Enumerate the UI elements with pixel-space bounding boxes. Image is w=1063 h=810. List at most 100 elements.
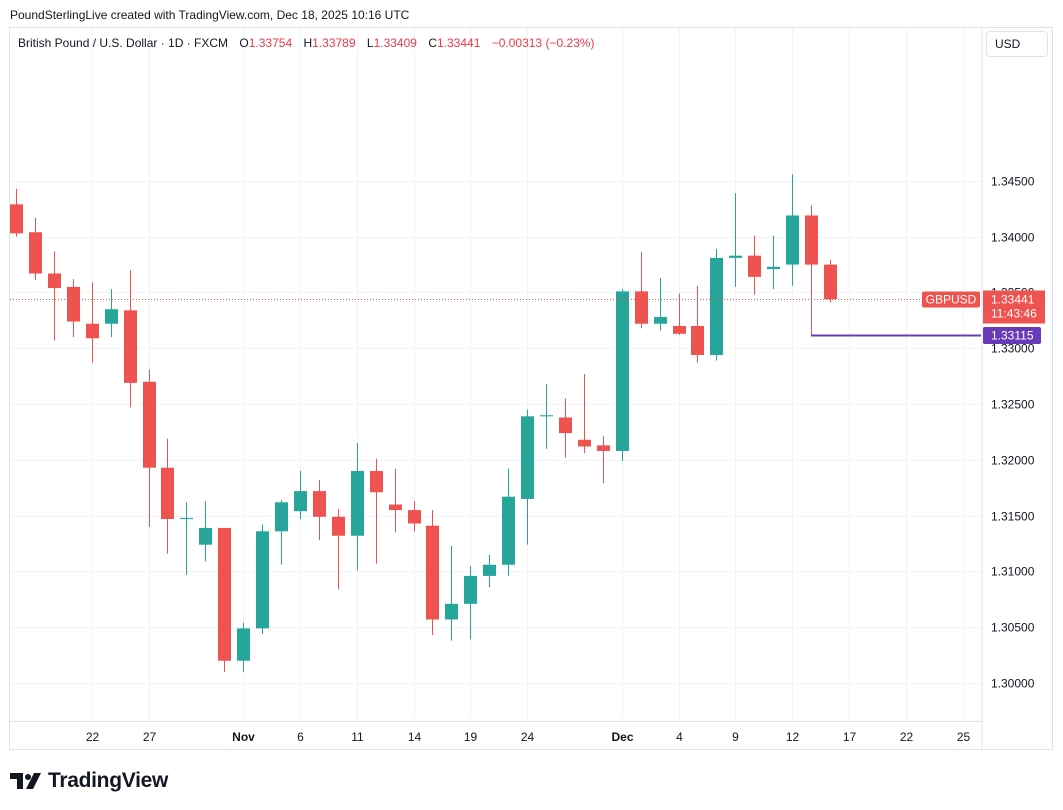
candle-body[interactable]: [161, 467, 174, 520]
candle-body[interactable]: [351, 471, 364, 536]
candle-body[interactable]: [521, 416, 534, 499]
candle-body[interactable]: [483, 564, 496, 576]
time-axis-label: 22: [900, 730, 914, 744]
candle-body[interactable]: [370, 471, 383, 493]
candle-body[interactable]: [540, 415, 553, 417]
high-label: H: [303, 36, 313, 50]
low-label: L: [366, 36, 374, 50]
level-price-value: 1.33115: [991, 329, 1034, 343]
candle-body[interactable]: [464, 575, 477, 604]
candle-body[interactable]: [180, 517, 193, 520]
candle-body[interactable]: [616, 291, 629, 451]
candle-body[interactable]: [105, 309, 118, 324]
candle-body[interactable]: [559, 417, 572, 434]
price-lines: [10, 299, 981, 337]
chart-frame: [9, 27, 1053, 750]
candle-body[interactable]: [332, 516, 345, 536]
time-axis-label: 19: [464, 730, 478, 744]
candle-body[interactable]: [256, 531, 269, 629]
time-axis-label: 17: [843, 730, 857, 744]
change-value: −0.00313 (−0.23%): [491, 36, 595, 50]
price-axis[interactable]: 1.30000 1.30500 1.31000 1.31500 1.32000 1.325…: [991, 175, 1035, 691]
candle-body[interactable]: [408, 510, 421, 524]
candle-body[interactable]: [67, 286, 80, 322]
candle-body[interactable]: [654, 317, 667, 324]
candle-body[interactable]: [445, 603, 458, 620]
candle-body[interactable]: [48, 273, 61, 289]
candle-body[interactable]: [426, 525, 439, 620]
candle-body[interactable]: [673, 325, 686, 334]
tradingview-logo-text: TradingView: [48, 769, 169, 792]
candle-body[interactable]: [86, 323, 99, 339]
candle-body[interactable]: [237, 628, 250, 661]
level-price-badge: [983, 327, 1041, 344]
price-axis-label: 1.31500: [991, 510, 1035, 524]
candle-body[interactable]: [218, 527, 231, 661]
level-price-badge-group: 1.33115: [983, 327, 1041, 344]
candle-body[interactable]: [729, 255, 742, 258]
candle-body[interactable]: [767, 266, 780, 270]
price-axis-label: 1.32000: [991, 454, 1035, 468]
time-axis-label: 12: [786, 730, 800, 744]
candle-body[interactable]: [635, 291, 648, 324]
candle-body[interactable]: [786, 215, 799, 265]
time-axis-label: 14: [408, 730, 422, 744]
candle-body[interactable]: [578, 439, 591, 447]
time-axis-label: 11: [351, 730, 364, 744]
close-label: C: [428, 36, 437, 50]
price-axis-label: 1.33000: [991, 342, 1035, 356]
time-axis-label: Nov: [232, 730, 255, 744]
price-axis-label: 1.31000: [991, 565, 1035, 579]
last-price-badge: [983, 290, 1045, 324]
last-price-value: 1.33441: [991, 293, 1035, 307]
last-price-badge-group: GBPUSD 1.33441 11:43:46: [922, 290, 1045, 324]
time-axis-label: 25: [957, 730, 971, 744]
candle-body[interactable]: [124, 310, 137, 383]
time-axis[interactable]: 22 27 Nov 6 11 14 19 24 Dec 4 9 12 17 22 25: [86, 730, 971, 744]
ohlc-legend: British Pound / U.S. Dollar · 1D · FXCM …: [18, 36, 594, 50]
time-axis-label: 22: [86, 730, 100, 744]
candle-body[interactable]: [10, 204, 23, 234]
time-axis-label: 9: [732, 730, 739, 744]
candle-body[interactable]: [710, 257, 723, 355]
price-axis-label: 1.34500: [991, 175, 1035, 189]
grid-lines: [10, 28, 981, 721]
tradingview-logo-icon: [10, 773, 41, 789]
price-axis-label: 1.30000: [991, 677, 1035, 691]
chart-credit: PoundSterlingLive created with TradingVi…: [10, 8, 410, 22]
time-axis-label: 24: [521, 730, 535, 744]
candle-body[interactable]: [597, 445, 610, 451]
time-axis-label: 6: [297, 730, 304, 744]
symbol-tag-label: GBPUSD: [926, 293, 977, 307]
open-value: 1.33754: [248, 36, 293, 50]
price-axis-label: 1.32500: [991, 398, 1035, 412]
symbol-description[interactable]: British Pound / U.S. Dollar · 1D · FXCM: [18, 36, 229, 50]
time-axis-label: 27: [143, 730, 157, 744]
candles: [10, 174, 837, 672]
candle-body[interactable]: [143, 381, 156, 468]
time-axis-label: 4: [676, 730, 683, 744]
time-axis-label: Dec: [611, 730, 633, 744]
price-axis-label: 1.34000: [991, 231, 1035, 245]
low-value: 1.33409: [373, 36, 417, 50]
high-value: 1.33789: [312, 36, 356, 50]
candle-body[interactable]: [805, 215, 818, 265]
price-axis-label: 1.30500: [991, 621, 1035, 635]
candle-body[interactable]: [824, 264, 837, 300]
candle-body[interactable]: [502, 496, 515, 565]
bar-countdown: 11:43:46: [991, 307, 1037, 321]
candle-body[interactable]: [389, 504, 402, 511]
open-label: O: [239, 36, 249, 50]
candle-body[interactable]: [275, 502, 288, 532]
candle-body[interactable]: [748, 255, 761, 277]
candle-body[interactable]: [294, 491, 307, 512]
close-value: 1.33441: [436, 36, 481, 50]
symbol-tag: [922, 291, 980, 308]
candlestick-chart[interactable]: 1.30000 1.30500 1.31000 1.31500 1.32000 1.325…: [0, 0, 1063, 760]
candle-body[interactable]: [691, 325, 704, 355]
candle-body[interactable]: [313, 491, 326, 517]
currency-button[interactable]: USD: [986, 31, 1048, 57]
tradingview-logo[interactable]: TradingView: [10, 768, 168, 794]
candle-body[interactable]: [29, 232, 42, 274]
candle-body[interactable]: [199, 527, 212, 545]
